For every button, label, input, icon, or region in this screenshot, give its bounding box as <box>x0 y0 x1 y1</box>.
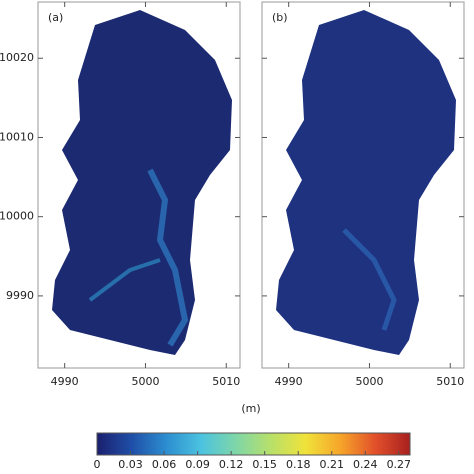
y-tick-label: 10020 <box>0 51 34 64</box>
y-tick-label: 10010 <box>0 130 34 143</box>
colorbar-tick-label: 0.06 <box>152 458 177 471</box>
panel-b-map <box>276 10 456 355</box>
x-tick-label: 4990 <box>51 375 79 388</box>
panel-a-map <box>52 10 232 355</box>
panel-frame <box>261 1 465 369</box>
colorbar-tick-label: 0.03 <box>118 458 143 471</box>
panel-frame <box>37 1 241 369</box>
panel-label: (b) <box>272 11 288 24</box>
x-tick-label: 5010 <box>212 375 240 388</box>
colorbar-tick-label: 0.09 <box>185 458 210 471</box>
colorbar-tick-label: 0.12 <box>219 458 244 471</box>
x-tick-label: 4990 <box>275 375 303 388</box>
colorbar-tick-label: 0.15 <box>252 458 277 471</box>
colorbar-tick-label: 0.27 <box>387 458 412 471</box>
colorbar-tick-label: 0 <box>94 458 101 471</box>
colorbar-tick-label: 0.21 <box>320 458 345 471</box>
panel-label: (a) <box>48 11 63 24</box>
y-tick-label: 9990 <box>6 289 34 302</box>
colorbar-tick-label: 0.24 <box>353 458 378 471</box>
colorbar <box>96 432 411 456</box>
y-tick-label: 10000 <box>0 210 34 223</box>
colorbar-tick-label: 0.18 <box>286 458 311 471</box>
x-tick-label: 5010 <box>436 375 464 388</box>
x-tick-label: 5000 <box>355 375 383 388</box>
x-axis-label: (m) <box>241 402 260 415</box>
x-tick-label: 5000 <box>131 375 159 388</box>
